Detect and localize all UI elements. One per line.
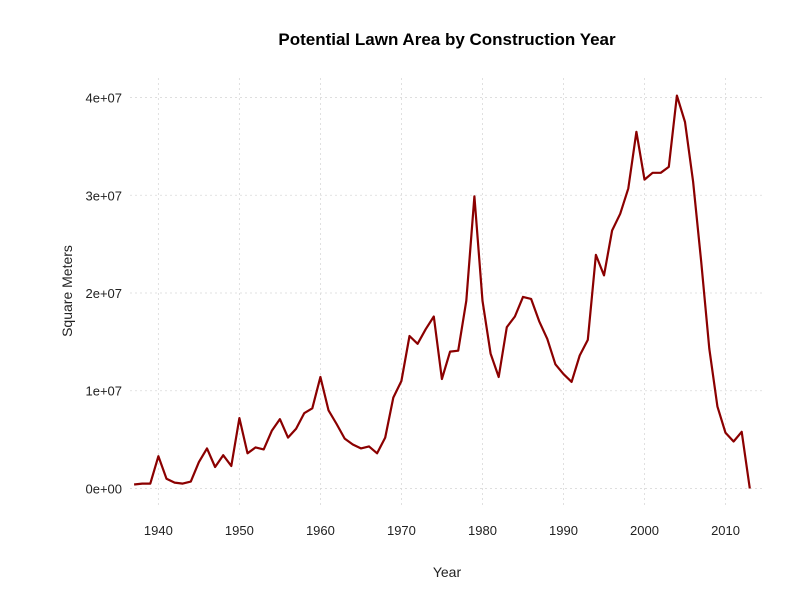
x-tick-label: 2000 [630, 523, 659, 538]
x-tick-label: 1950 [225, 523, 254, 538]
y-tick-label: 2e+07 [85, 286, 122, 301]
grid-lines [130, 78, 762, 508]
y-tick-label: 0e+00 [85, 481, 122, 496]
y-axis-label: Square Meters [59, 245, 75, 337]
y-axis-ticks: 0e+00 1e+07 2e+07 3e+07 4e+07 [85, 91, 122, 497]
x-axis-ticks: 1940 1950 1960 1970 1980 1990 2000 2010 [144, 523, 740, 538]
x-tick-label: 1990 [549, 523, 578, 538]
y-tick-label: 1e+07 [85, 384, 122, 399]
x-tick-label: 2010 [711, 523, 740, 538]
x-tick-label: 1970 [387, 523, 416, 538]
series-line [133, 94, 751, 489]
x-axis-label: Year [433, 564, 462, 580]
data-points [134, 95, 750, 489]
chart-title: Potential Lawn Area by Construction Year [278, 30, 616, 49]
y-tick-label: 4e+07 [85, 91, 122, 106]
x-tick-label: 1980 [468, 523, 497, 538]
x-tick-label: 1960 [306, 523, 335, 538]
x-tick-label: 1940 [144, 523, 173, 538]
y-tick-label: 3e+07 [85, 188, 122, 203]
